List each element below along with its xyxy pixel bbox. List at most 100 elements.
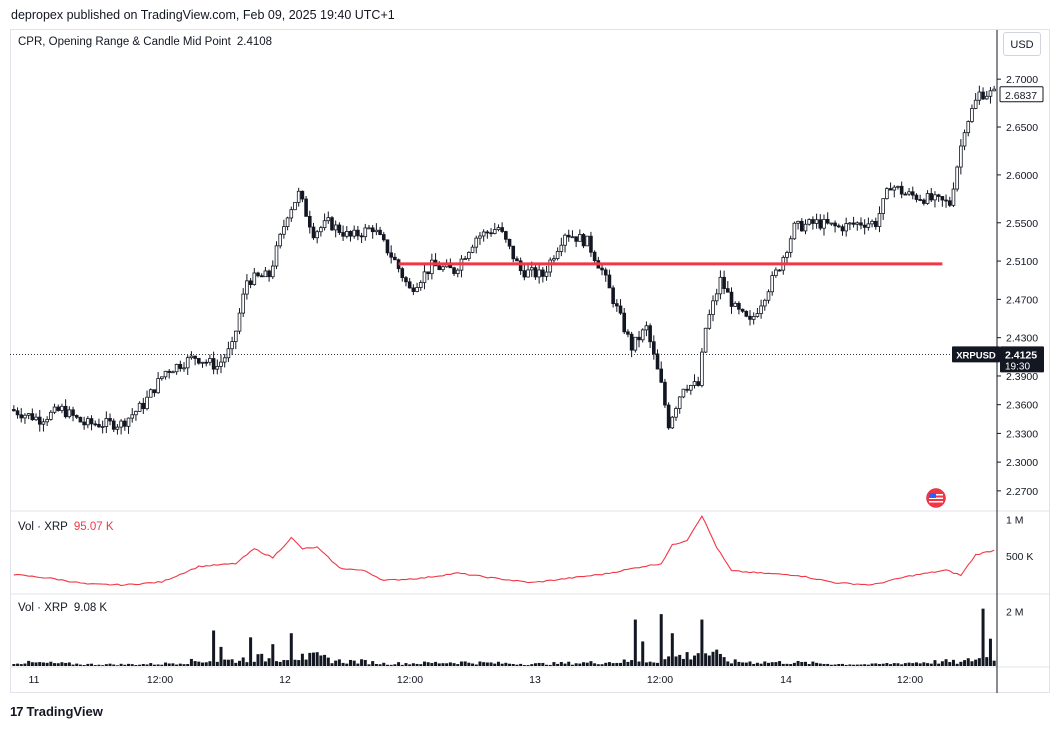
- candle-down: [914, 194, 919, 200]
- volume-bar: [700, 619, 704, 666]
- symbol-tag-label: XRPUSD: [956, 350, 996, 361]
- price-tick-label: 2.5100: [1006, 256, 1038, 268]
- candle-down: [341, 232, 345, 237]
- volume-bar: [389, 664, 393, 666]
- candle-up: [925, 193, 930, 204]
- volume-bar: [500, 663, 504, 666]
- candle-down: [518, 260, 523, 272]
- volume-bar: [829, 664, 833, 666]
- volume-bar: [334, 660, 338, 666]
- candle-down: [929, 193, 934, 201]
- volume-bar: [715, 649, 719, 666]
- candle-down: [740, 308, 745, 312]
- volume-bar: [881, 663, 885, 666]
- volume-bar: [271, 644, 275, 666]
- volume-bar: [674, 656, 678, 666]
- volume-bar: [171, 663, 175, 666]
- volume-bar: [104, 664, 108, 666]
- volume-bar: [781, 663, 785, 666]
- candle-down: [592, 251, 597, 262]
- volume-ma-layer: [13, 514, 995, 587]
- volume-bar: [607, 662, 611, 666]
- candle-up: [415, 287, 419, 292]
- currency-button[interactable]: USD: [1003, 32, 1041, 56]
- candle-up: [759, 305, 763, 314]
- volume-bar: [311, 652, 315, 666]
- us-flag-icon[interactable]: [926, 488, 946, 508]
- candle-down: [825, 219, 830, 224]
- candle-down: [899, 185, 904, 195]
- candle-up: [60, 405, 64, 411]
- volume-bar: [789, 664, 793, 666]
- price-tick-label: 2.2700: [1006, 486, 1038, 498]
- volume-bar: [877, 664, 881, 666]
- candle-up: [23, 414, 27, 419]
- volume-bar: [859, 664, 863, 666]
- volume-bar: [274, 661, 278, 666]
- volume-bar: [685, 652, 689, 666]
- volume-bar: [374, 664, 378, 666]
- candle-up: [733, 302, 738, 307]
- levels-layer: [10, 262, 997, 355]
- volume-bar: [64, 662, 68, 666]
- volume-bar: [511, 664, 515, 666]
- candle-up: [252, 272, 257, 285]
- candle-up: [674, 408, 678, 418]
- volume-bar: [452, 663, 456, 666]
- candle-down: [82, 421, 86, 426]
- volume-bar: [918, 663, 922, 666]
- candle-down: [500, 227, 504, 232]
- volume-bar: [630, 660, 634, 666]
- candle-down: [607, 274, 612, 289]
- tradingview-logo[interactable]: 17 TradingView: [10, 704, 103, 719]
- volume-bar: [330, 663, 334, 666]
- candle-up: [422, 271, 427, 283]
- volume-bar: [90, 663, 94, 666]
- volume-bar: [441, 663, 445, 666]
- candle-down: [744, 310, 749, 317]
- volume-bar: [826, 663, 830, 666]
- time-tick-label: 12:00: [397, 674, 423, 686]
- candle-up: [174, 363, 179, 373]
- candle-up: [774, 269, 778, 277]
- indicator-legend[interactable]: CPR, Opening Range & Candle Mid Point 2.4…: [18, 36, 272, 48]
- volume-bar: [141, 663, 145, 666]
- volume-bar: [792, 662, 796, 666]
- candle-up: [711, 300, 715, 315]
- candle-down: [851, 222, 856, 225]
- candle-up: [677, 396, 682, 409]
- candle-up: [585, 235, 590, 247]
- candle-up: [344, 231, 349, 237]
- candle-up: [230, 341, 234, 350]
- volume-legend[interactable]: Vol · XRP 9.08 K: [18, 602, 107, 614]
- candle-down: [211, 358, 216, 370]
- volume-bar: [345, 663, 349, 666]
- volume-bar: [319, 655, 323, 666]
- volume-ma-legend[interactable]: Vol · XRP 95.07 K: [18, 521, 114, 533]
- price-tick-label: 2.6000: [1006, 170, 1038, 182]
- candle-down: [655, 353, 660, 370]
- candle-down: [615, 303, 619, 307]
- candle-up: [34, 416, 38, 421]
- candle-up: [171, 371, 175, 374]
- candle-up: [86, 418, 90, 426]
- volume-bar: [348, 659, 352, 666]
- candle-up: [474, 237, 479, 248]
- volume-bar: [201, 662, 205, 666]
- candle-up: [226, 348, 231, 359]
- volume-bar: [115, 665, 119, 666]
- volume-bar: [526, 665, 530, 666]
- volume-bar: [12, 664, 16, 666]
- volume-bar: [937, 663, 941, 666]
- candle-up: [714, 293, 719, 302]
- volume-bar: [977, 658, 981, 666]
- volume-bar: [537, 662, 541, 666]
- volume-bar: [711, 651, 715, 666]
- volume-bar: [430, 663, 434, 666]
- volume-bar: [615, 662, 619, 666]
- volume-bar: [186, 664, 190, 666]
- price-tag-bg: [1000, 346, 1044, 373]
- candle-up: [100, 426, 105, 428]
- candle-down: [256, 272, 260, 277]
